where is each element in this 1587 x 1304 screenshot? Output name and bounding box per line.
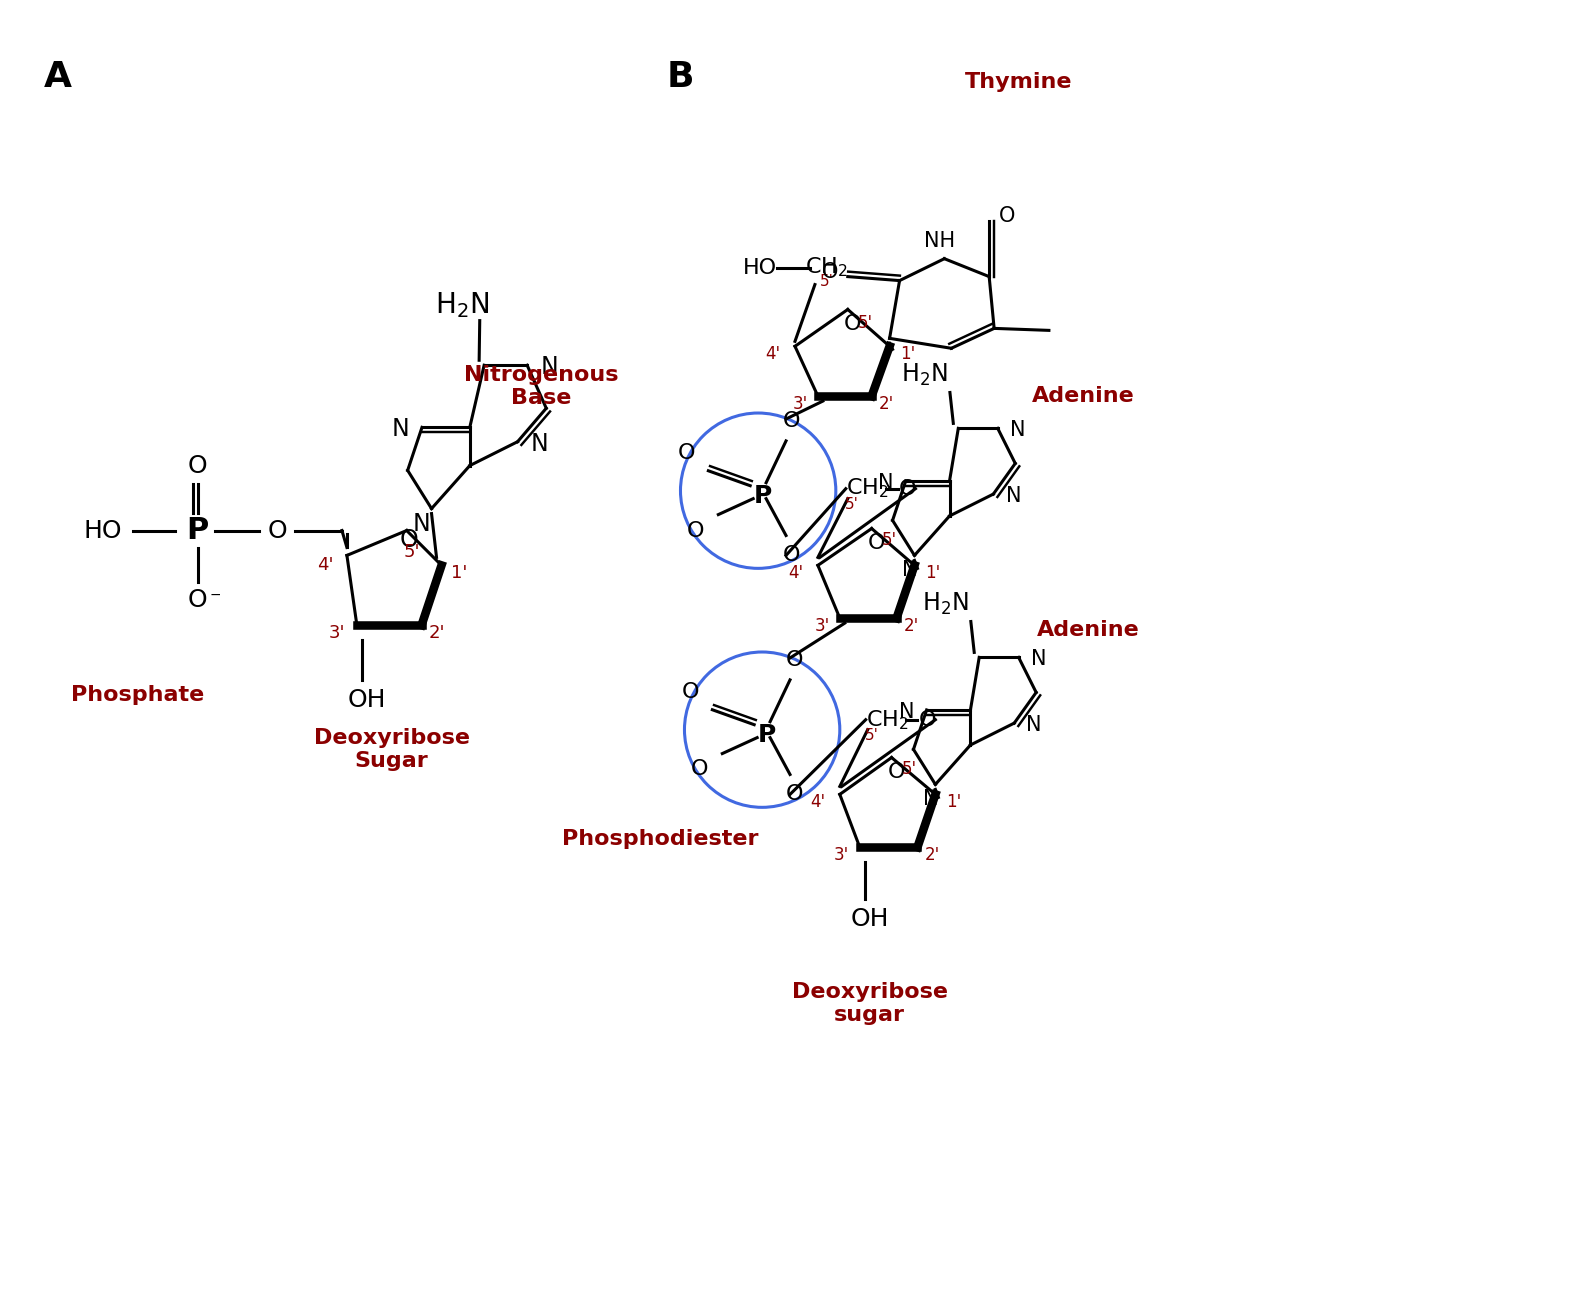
Text: OH: OH bbox=[348, 687, 386, 712]
Text: B: B bbox=[667, 60, 694, 94]
Text: N: N bbox=[1032, 649, 1046, 669]
Text: N: N bbox=[898, 702, 914, 722]
Text: O: O bbox=[187, 454, 208, 477]
Text: 4': 4' bbox=[317, 557, 333, 574]
Text: O: O bbox=[786, 649, 803, 670]
Text: O: O bbox=[822, 262, 838, 282]
Text: O: O bbox=[687, 520, 705, 541]
Text: N: N bbox=[922, 789, 938, 810]
Text: Nitrogenous
Base: Nitrogenous Base bbox=[463, 365, 619, 408]
Text: 3': 3' bbox=[792, 395, 808, 413]
Text: CH$_2$: CH$_2$ bbox=[846, 477, 889, 501]
Text: O: O bbox=[919, 709, 936, 730]
Text: 4': 4' bbox=[765, 346, 781, 364]
Text: O: O bbox=[844, 314, 862, 334]
Text: 3': 3' bbox=[835, 846, 849, 865]
Text: O: O bbox=[267, 519, 287, 542]
Text: O: O bbox=[782, 545, 800, 566]
Text: 5': 5' bbox=[859, 314, 873, 333]
Text: 5': 5' bbox=[865, 728, 879, 743]
Text: $^{-}$: $^{-}$ bbox=[209, 591, 222, 610]
Text: 3': 3' bbox=[329, 625, 346, 642]
Text: N: N bbox=[530, 432, 549, 455]
Text: O: O bbox=[690, 759, 708, 780]
Text: O: O bbox=[400, 528, 417, 553]
Text: P: P bbox=[186, 516, 208, 545]
Text: 5': 5' bbox=[403, 544, 421, 562]
Text: O: O bbox=[887, 763, 905, 782]
Text: 1': 1' bbox=[900, 346, 916, 364]
Text: N: N bbox=[413, 511, 430, 536]
Text: Deoxyribose
Sugar: Deoxyribose Sugar bbox=[314, 728, 470, 771]
Text: O: O bbox=[187, 588, 208, 612]
Text: 4': 4' bbox=[811, 793, 825, 811]
Text: 2': 2' bbox=[879, 395, 893, 413]
Text: P: P bbox=[759, 722, 776, 747]
Text: O: O bbox=[782, 411, 800, 432]
Text: HO: HO bbox=[84, 519, 122, 542]
Text: A: A bbox=[44, 60, 71, 94]
Text: N: N bbox=[1009, 420, 1025, 441]
Text: 4': 4' bbox=[789, 565, 803, 583]
Text: NH: NH bbox=[924, 231, 955, 250]
Text: 5': 5' bbox=[901, 760, 917, 778]
Text: Adenine: Adenine bbox=[1033, 386, 1135, 406]
Text: 2': 2' bbox=[905, 617, 919, 635]
Text: CH$_2$: CH$_2$ bbox=[806, 256, 847, 279]
Text: CH$_2$: CH$_2$ bbox=[867, 708, 909, 732]
Text: 2': 2' bbox=[428, 625, 444, 642]
Text: 1': 1' bbox=[946, 793, 962, 811]
Text: 3': 3' bbox=[814, 617, 830, 635]
Text: HO: HO bbox=[743, 258, 778, 278]
Text: H$_2$N: H$_2$N bbox=[922, 591, 968, 617]
Text: 5': 5' bbox=[844, 497, 859, 512]
Text: N: N bbox=[540, 355, 559, 379]
Text: O: O bbox=[682, 682, 700, 702]
Text: Phosphodiester: Phosphodiester bbox=[562, 829, 759, 849]
Text: 1': 1' bbox=[925, 565, 940, 583]
Text: N: N bbox=[392, 417, 409, 441]
Text: Adenine: Adenine bbox=[1038, 621, 1139, 640]
Text: Phosphate: Phosphate bbox=[71, 685, 205, 705]
Text: Deoxyribose
sugar: Deoxyribose sugar bbox=[792, 982, 947, 1025]
Text: Thymine: Thymine bbox=[965, 73, 1073, 93]
Text: H$_2$N: H$_2$N bbox=[901, 361, 947, 387]
Text: P: P bbox=[754, 484, 773, 507]
Text: 5': 5' bbox=[882, 532, 897, 549]
Text: O: O bbox=[998, 206, 1016, 226]
Text: N: N bbox=[1027, 715, 1043, 735]
Text: O: O bbox=[678, 443, 695, 463]
Text: OH: OH bbox=[851, 906, 889, 931]
Text: 2': 2' bbox=[925, 846, 940, 865]
Text: N: N bbox=[1006, 486, 1020, 506]
Text: O: O bbox=[868, 533, 886, 553]
Text: 1': 1' bbox=[451, 565, 468, 583]
Text: H$_2$N: H$_2$N bbox=[435, 289, 489, 319]
Text: N: N bbox=[901, 561, 917, 580]
Text: O: O bbox=[786, 785, 803, 805]
Text: 5': 5' bbox=[820, 274, 833, 289]
Text: O: O bbox=[898, 479, 916, 498]
Text: N: N bbox=[878, 473, 893, 493]
